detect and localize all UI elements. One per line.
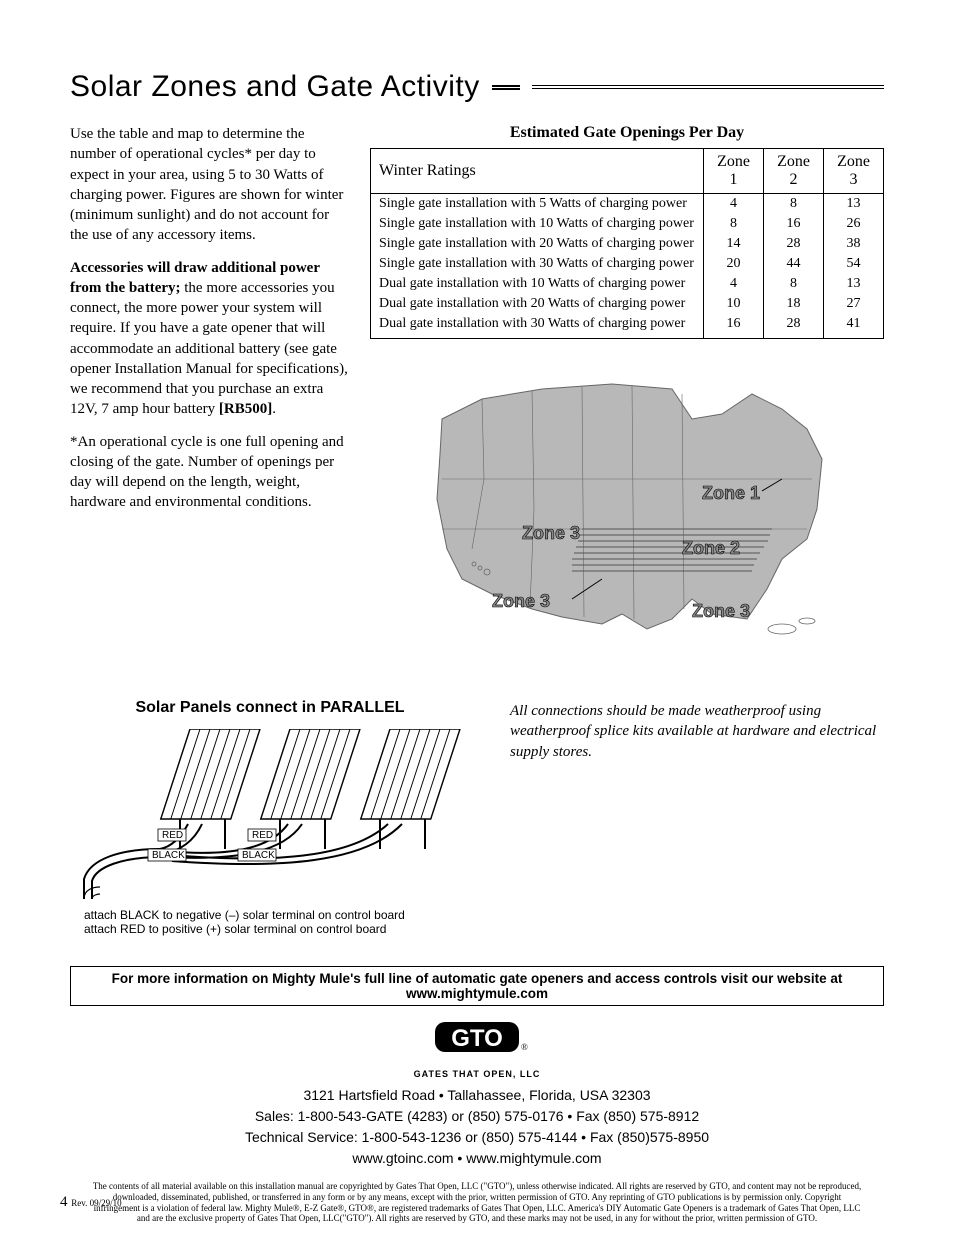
- row-z3: 38: [824, 234, 884, 254]
- table-caption: Estimated Gate Openings Per Day: [370, 124, 884, 142]
- row-z2: 18: [764, 294, 824, 314]
- row-z1: 8: [704, 214, 764, 234]
- intro-p3: *An operational cycle is one full openin…: [70, 432, 350, 513]
- logo-sub: GATES THAT OPEN, LLC: [70, 1069, 884, 1079]
- gto-logo: GTO ®: [417, 1020, 537, 1064]
- row-z1: 14: [704, 234, 764, 254]
- th-zone1: Zone 1: [704, 149, 764, 194]
- page-title: Solar Zones and Gate Activity: [70, 70, 480, 104]
- map-label-zone1: Zone 1: [702, 483, 760, 503]
- map-label-zone2: Zone 2: [682, 538, 740, 558]
- intro-p2-dot: .: [272, 401, 276, 417]
- row-label: Single gate installation with 5 Watts of…: [371, 194, 704, 215]
- table-row: Single gate installation with 5 Watts of…: [371, 194, 884, 215]
- islands: [768, 618, 815, 634]
- row-z2: 8: [764, 274, 824, 294]
- row-z2: 28: [764, 314, 824, 339]
- table-row: Dual gate installation with 30 Watts of …: [371, 314, 884, 339]
- table-row: Single gate installation with 20 Watts o…: [371, 234, 884, 254]
- title-rule-short: [492, 85, 520, 90]
- th-zone2: Zone 2: [764, 149, 824, 194]
- row-z1: 16: [704, 314, 764, 339]
- logo-text: GTO: [451, 1025, 503, 1052]
- row-label: Dual gate installation with 30 Watts of …: [371, 314, 704, 339]
- revision-text: Rev. 09/29/10: [71, 1198, 121, 1208]
- th-winter: Winter Ratings: [371, 149, 704, 194]
- map-label-zone3c: Zone 3: [692, 601, 750, 621]
- row-z2: 8: [764, 194, 824, 215]
- intro-p2-body: the more accessories you connect, the mo…: [70, 280, 348, 418]
- row-label: Single gate installation with 20 Watts o…: [371, 234, 704, 254]
- us-map-svg: Zone 1 Zone 2 Zone 3 Zone 3 Zone 3: [412, 359, 842, 649]
- table-row: Dual gate installation with 20 Watts of …: [371, 294, 884, 314]
- addr-l4: www.gtoinc.com • www.mightymule.com: [70, 1148, 884, 1169]
- page-num: 4: [60, 1194, 68, 1210]
- weatherproof-note: All connections should be made weatherpr…: [510, 699, 884, 936]
- table-row: Dual gate installation with 10 Watts of …: [371, 274, 884, 294]
- panel-wires: [84, 824, 402, 899]
- address-block: 3121 Hartsfield Road • Tallahassee, Flor…: [70, 1085, 884, 1169]
- legal-text: The contents of all material available o…: [70, 1181, 884, 1224]
- label-black-1: BLACK: [152, 850, 185, 861]
- attach-black-note: attach BLACK to negative (–) solar termi…: [84, 908, 470, 922]
- intro-p2-sku: [RB500]: [219, 401, 272, 417]
- addr-l2: Sales: 1-800-543-GATE (4283) or (850) 57…: [70, 1106, 884, 1127]
- ratings-table: Winter Ratings Zone 1 Zone 2 Zone 3 Sing…: [370, 148, 884, 339]
- solar-panel-3: [361, 729, 460, 849]
- row-z3: 27: [824, 294, 884, 314]
- table-row: Single gate installation with 10 Watts o…: [371, 214, 884, 234]
- attach-red-note: attach RED to positive (+) solar termina…: [84, 922, 470, 936]
- label-black-2: BLACK: [242, 850, 275, 861]
- ratings-tbody: Single gate installation with 5 Watts of…: [371, 194, 884, 339]
- row-z3: 13: [824, 274, 884, 294]
- intro-p1: Use the table and map to determine the n…: [70, 124, 350, 246]
- row-z3: 54: [824, 254, 884, 274]
- row-z1: 20: [704, 254, 764, 274]
- panels-diagram: RED BLACK RED BLACK: [70, 729, 470, 899]
- row-label: Single gate installation with 30 Watts o…: [371, 254, 704, 274]
- row-z3: 26: [824, 214, 884, 234]
- row-z2: 44: [764, 254, 824, 274]
- row-label: Dual gate installation with 10 Watts of …: [371, 274, 704, 294]
- map-label-zone3a: Zone 3: [522, 523, 580, 543]
- row-z3: 13: [824, 194, 884, 215]
- row-label: Dual gate installation with 20 Watts of …: [371, 294, 704, 314]
- label-red-1: RED: [162, 830, 183, 841]
- page-number: 4 Rev. 09/29/10: [60, 1194, 122, 1211]
- row-z1: 4: [704, 274, 764, 294]
- addr-l3: Technical Service: 1-800-543-1236 or (85…: [70, 1127, 884, 1148]
- table-row: Single gate installation with 30 Watts o…: [371, 254, 884, 274]
- map-label-zone3b: Zone 3: [492, 591, 550, 611]
- zone-map: Zone 1 Zone 2 Zone 3 Zone 3 Zone 3: [412, 359, 842, 649]
- label-red-2: RED: [252, 830, 273, 841]
- row-z2: 16: [764, 214, 824, 234]
- logo-reg: ®: [521, 1042, 528, 1052]
- row-z3: 41: [824, 314, 884, 339]
- panels-title: Solar Panels connect in PARALLEL: [70, 699, 470, 717]
- row-z2: 28: [764, 234, 824, 254]
- row-z1: 4: [704, 194, 764, 215]
- addr-l1: 3121 Hartsfield Road • Tallahassee, Flor…: [70, 1085, 884, 1106]
- intro-text: Use the table and map to determine the n…: [70, 124, 350, 649]
- th-zone3: Zone 3: [824, 149, 884, 194]
- title-rule-long: [532, 85, 884, 89]
- intro-p2: Accessories will draw additional power f…: [70, 258, 350, 420]
- row-label: Single gate installation with 10 Watts o…: [371, 214, 704, 234]
- info-bar: For more information on Mighty Mule's fu…: [70, 966, 884, 1006]
- row-z1: 10: [704, 294, 764, 314]
